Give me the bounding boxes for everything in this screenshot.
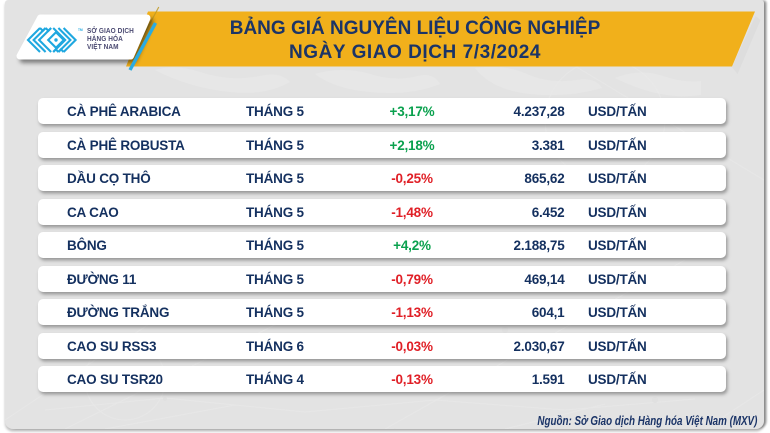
svg-text:TM: TM	[78, 28, 83, 32]
